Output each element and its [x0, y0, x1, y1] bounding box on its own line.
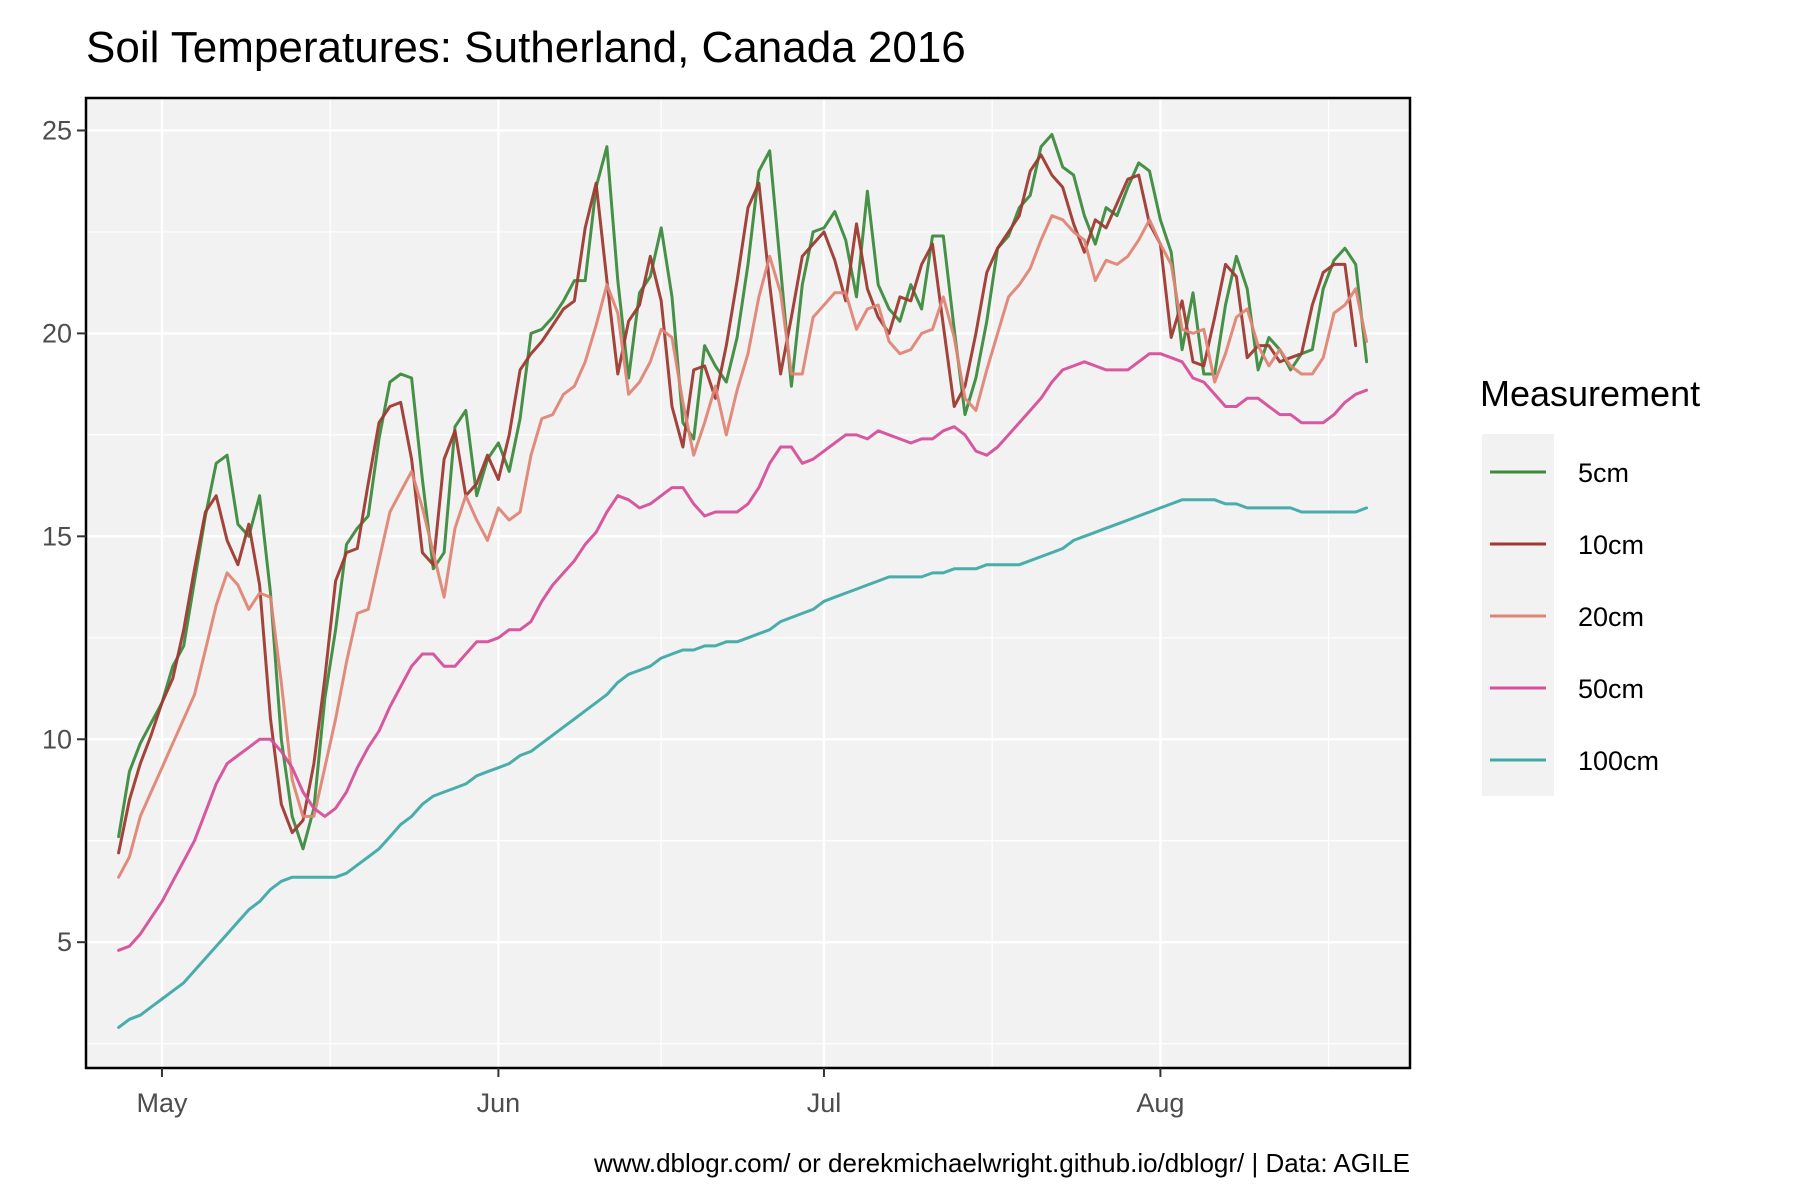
x-axis: May Jun Jul Aug	[136, 1068, 1184, 1118]
chart-caption: www.dblogr.com/ or derekmichaelwright.gi…	[593, 1148, 1410, 1178]
series-line-50cm	[117, 352, 1369, 952]
plot-border	[84, 96, 1412, 1070]
x-tick-label: May	[136, 1088, 188, 1118]
legend-label-20cm: 20cm	[1578, 602, 1644, 632]
minor-gridlines	[86, 98, 1410, 1068]
series-line-5cm	[117, 133, 1369, 851]
y-tick-label: 25	[42, 115, 72, 145]
series-line-10cm	[117, 153, 1358, 855]
chart-title: Soil Temperatures: Sutherland, Canada 20…	[86, 23, 966, 72]
series-line-100cm	[117, 498, 1369, 1029]
legend-label-10cm: 10cm	[1578, 530, 1644, 560]
x-tick-label: Jun	[477, 1088, 521, 1118]
x-tick-label: Jul	[807, 1088, 842, 1118]
y-tick-label: 10	[42, 724, 72, 754]
plot-panel	[86, 98, 1410, 1068]
y-axis: 5 10 15 20 25	[42, 115, 86, 957]
legend-title: Measurement	[1480, 373, 1700, 414]
legend: Measurement 5cm 10cm 20cm 50cm 100cm	[1480, 373, 1700, 796]
legend-label-50cm: 50cm	[1578, 674, 1644, 704]
y-tick-label: 20	[42, 318, 72, 348]
y-tick-label: 5	[57, 927, 72, 957]
series-lines	[117, 133, 1369, 1029]
legend-label-5cm: 5cm	[1578, 458, 1629, 488]
y-tick-label: 15	[42, 521, 72, 551]
series-line-20cm	[117, 214, 1369, 879]
x-tick-label: Aug	[1136, 1088, 1184, 1118]
legend-label-100cm: 100cm	[1578, 746, 1659, 776]
